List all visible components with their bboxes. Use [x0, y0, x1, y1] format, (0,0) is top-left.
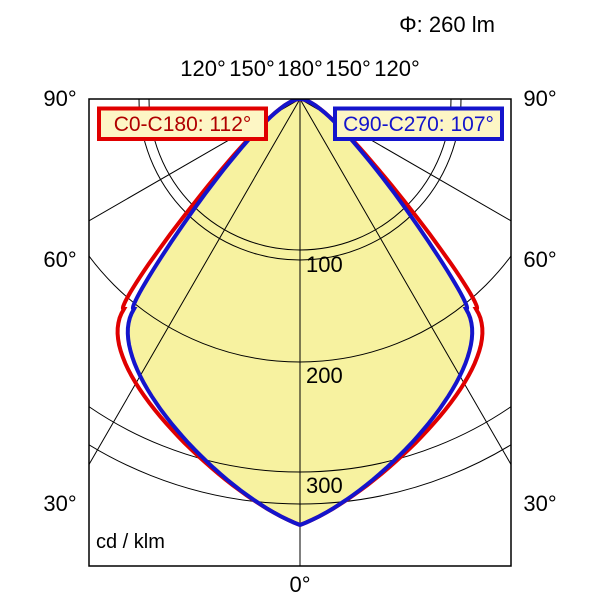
svg-text:Φ: 260 lm: Φ: 260 lm [399, 12, 495, 37]
svg-text:30°: 30° [523, 491, 556, 516]
svg-text:60°: 60° [43, 247, 76, 272]
svg-text:C0-C180: 112°: C0-C180: 112° [114, 113, 252, 136]
svg-text:100: 100 [306, 252, 343, 277]
svg-text:150°: 150° [229, 56, 275, 81]
svg-text:120°: 120° [180, 56, 226, 81]
svg-text:150°: 150° [325, 56, 371, 81]
svg-text:30°: 30° [43, 491, 76, 516]
svg-text:200: 200 [306, 363, 343, 388]
svg-text:180°: 180° [277, 56, 323, 81]
svg-text:C90-C270: 107°: C90-C270: 107° [343, 113, 494, 136]
svg-text:cd / klm: cd / klm [96, 531, 165, 553]
svg-text:60°: 60° [523, 247, 556, 272]
svg-text:0°: 0° [289, 572, 310, 597]
svg-text:300: 300 [306, 473, 343, 498]
svg-text:90°: 90° [523, 86, 556, 111]
svg-text:90°: 90° [43, 86, 76, 111]
svg-text:120°: 120° [374, 56, 420, 81]
